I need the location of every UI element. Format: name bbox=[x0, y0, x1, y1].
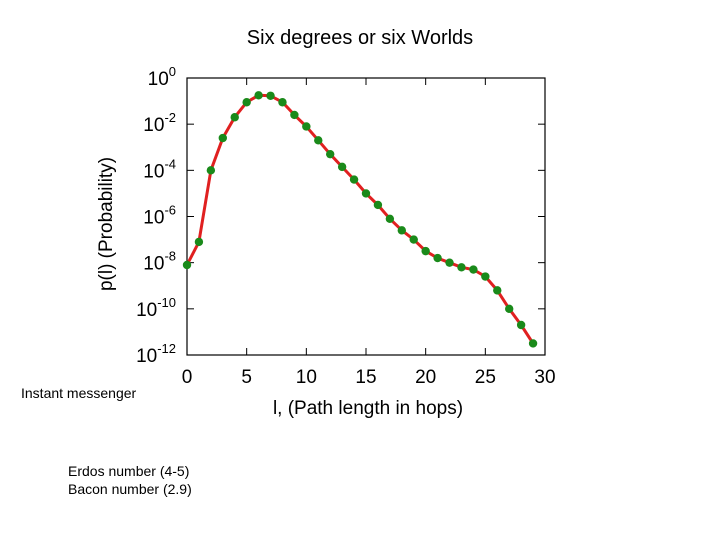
data-point bbox=[242, 98, 251, 107]
note-bacon-number: Bacon number (2.9) bbox=[68, 481, 192, 497]
data-point bbox=[505, 304, 514, 314]
data-point bbox=[302, 122, 311, 131]
x-tick-label: 5 bbox=[241, 367, 252, 388]
data-point bbox=[326, 149, 335, 159]
data-point bbox=[373, 200, 383, 210]
x-axis-label: l, (Path length in hops) bbox=[273, 398, 463, 419]
data-point bbox=[182, 260, 192, 270]
data-point bbox=[445, 258, 454, 267]
slide-title: Six degrees or six Worlds bbox=[246, 27, 474, 49]
data-point bbox=[194, 237, 204, 247]
x-tick-label: 15 bbox=[355, 367, 376, 388]
data-point bbox=[409, 235, 418, 244]
data-point bbox=[516, 320, 526, 330]
plot-frame bbox=[186, 77, 546, 356]
x-tick-label: 10 bbox=[296, 367, 317, 388]
y-tick-label: 10-8 bbox=[143, 249, 176, 275]
data-point bbox=[397, 226, 406, 235]
data-point bbox=[457, 263, 466, 272]
data-point bbox=[254, 91, 263, 100]
data-point bbox=[266, 91, 275, 100]
y-axis: 100 10-2 10-4 10-6 10-8 10-10 10-12 bbox=[136, 64, 545, 367]
y-tick-label: 100 bbox=[148, 64, 176, 90]
y-tick-label: 10-10 bbox=[136, 295, 176, 321]
data-point bbox=[433, 253, 442, 263]
note-instant-messenger: Instant messenger bbox=[21, 385, 137, 401]
data-point bbox=[206, 166, 216, 175]
x-tick-label: 20 bbox=[415, 367, 436, 388]
data-point bbox=[385, 214, 395, 224]
y-tick-label: 10-6 bbox=[143, 203, 176, 229]
data-point bbox=[481, 272, 490, 281]
data-point bbox=[337, 162, 347, 172]
y-tick-label: 10-4 bbox=[143, 156, 176, 182]
x-tick-label: 25 bbox=[475, 367, 496, 388]
y-axis-label: p(l) (Probability) bbox=[96, 157, 117, 291]
y-tick-label: 10-2 bbox=[143, 110, 176, 136]
data-point bbox=[421, 246, 430, 256]
data-point bbox=[349, 175, 359, 184]
data-point bbox=[230, 113, 239, 122]
data-point bbox=[469, 265, 478, 274]
data-point bbox=[493, 286, 502, 295]
data-point bbox=[278, 98, 287, 107]
x-axis: 0 5 10 15 20 25 30 bbox=[182, 78, 556, 388]
data-point bbox=[361, 189, 371, 198]
data-point bbox=[218, 133, 227, 143]
x-tick-label: 30 bbox=[534, 367, 555, 388]
series-line bbox=[185, 93, 535, 345]
series-markers bbox=[182, 91, 538, 348]
x-tick-label: 0 bbox=[182, 367, 193, 388]
y-tick-label: 10-12 bbox=[136, 341, 176, 367]
data-point bbox=[290, 110, 299, 120]
note-erdos-number: Erdos number (4-5) bbox=[68, 463, 190, 479]
data-point bbox=[314, 136, 323, 145]
data-point bbox=[528, 339, 538, 348]
